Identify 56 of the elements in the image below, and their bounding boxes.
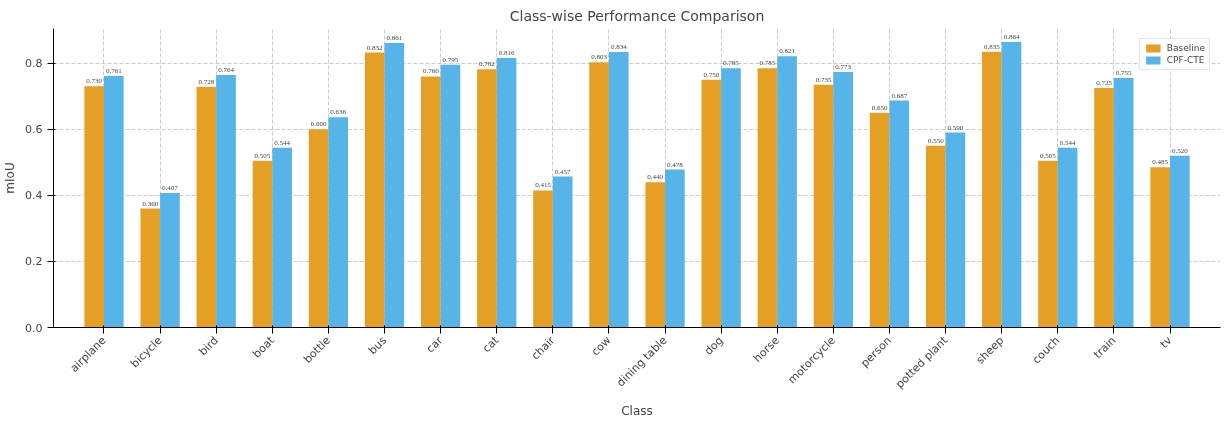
bar [328, 117, 349, 328]
x-tick-label: bus [366, 333, 390, 358]
chart-title: Class-wise Performance Comparison [509, 7, 765, 24]
y-tick-label: 0.4 [25, 189, 43, 203]
bar [945, 132, 966, 328]
bar [721, 68, 741, 328]
bar [1094, 87, 1114, 328]
y-tick-label: 0.6 [25, 123, 43, 137]
bar [645, 182, 666, 328]
bar [440, 64, 461, 328]
bar [869, 112, 890, 328]
bar [1001, 42, 1022, 328]
bar [420, 76, 441, 328]
bar [1150, 167, 1170, 328]
bar [701, 79, 722, 328]
bar [308, 129, 329, 328]
bar [196, 86, 217, 328]
bar [160, 193, 180, 328]
bar [777, 56, 797, 328]
bar [1170, 155, 1190, 328]
y-tick-label: 0.8 [25, 57, 43, 71]
legend-label: CPF-CTE [1166, 55, 1205, 65]
x-tick-label: car [423, 333, 446, 356]
bar [252, 160, 273, 328]
bar [384, 43, 405, 328]
bar [533, 190, 553, 328]
bar [552, 176, 573, 328]
bar [496, 57, 517, 328]
bar [589, 62, 609, 328]
bar [1057, 147, 1078, 328]
x-axis-title: Class [621, 403, 653, 418]
bar [272, 147, 292, 328]
bar [84, 86, 104, 328]
bar [982, 51, 1002, 328]
x-tick-label: cow [588, 333, 614, 359]
bar [608, 51, 629, 328]
x-tick-label: dog [701, 333, 726, 358]
y-axis-title: mIoU [3, 162, 18, 194]
bar [833, 72, 854, 328]
bar [1113, 78, 1134, 328]
bar [104, 76, 124, 328]
bar [1038, 160, 1058, 328]
bar [477, 69, 497, 328]
bar [665, 169, 685, 328]
x-tick-label: tv [1157, 333, 1175, 351]
x-tick-label: cat [480, 333, 502, 356]
bar [140, 208, 161, 328]
bar [216, 75, 236, 328]
legend-label: Baseline [1166, 43, 1205, 53]
bar [364, 52, 385, 328]
y-tick-label: 0.0 [25, 321, 43, 335]
bar [889, 100, 910, 328]
bar [813, 84, 834, 328]
bar [757, 68, 778, 328]
bar [925, 145, 946, 328]
y-tick-label: 0.2 [25, 255, 43, 269]
